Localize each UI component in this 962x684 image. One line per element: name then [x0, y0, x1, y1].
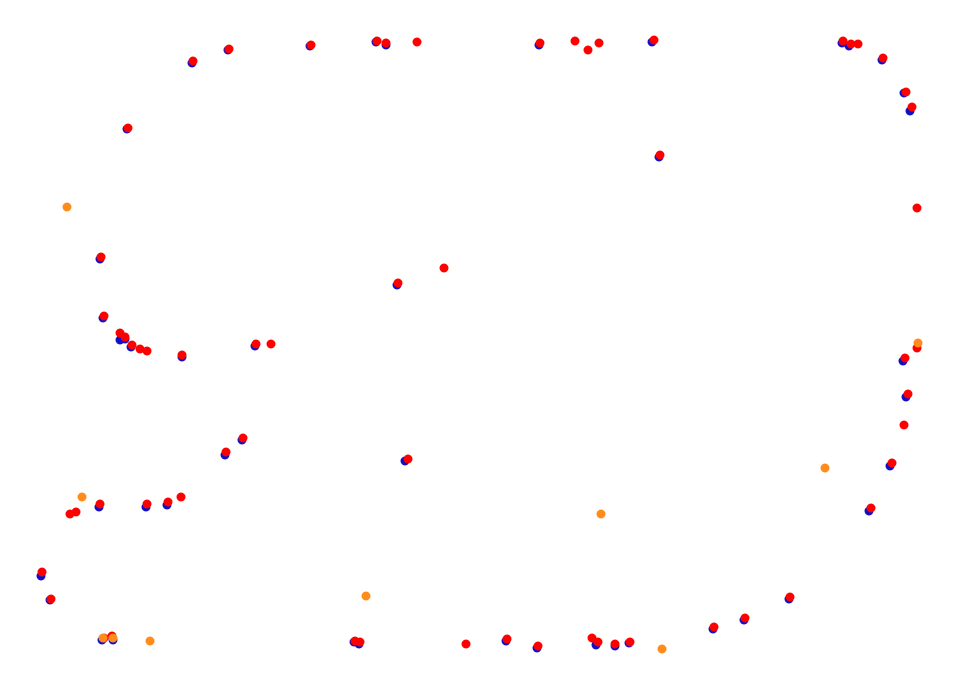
point	[846, 39, 856, 49]
point	[649, 35, 659, 45]
point	[853, 39, 863, 49]
point	[142, 499, 152, 509]
point	[596, 509, 606, 519]
point	[37, 567, 47, 577]
point	[403, 454, 413, 464]
point	[238, 433, 248, 443]
point	[533, 641, 543, 651]
point	[224, 44, 234, 54]
point	[583, 45, 593, 55]
point	[820, 463, 830, 473]
point	[120, 332, 130, 342]
point	[866, 503, 876, 513]
point	[838, 36, 848, 46]
point	[901, 87, 911, 97]
point	[907, 102, 917, 112]
point	[46, 594, 56, 604]
point	[570, 36, 580, 46]
point	[95, 499, 105, 509]
point	[740, 613, 750, 623]
point	[77, 492, 87, 502]
point	[96, 252, 106, 262]
point	[502, 634, 512, 644]
point	[306, 40, 316, 50]
point	[900, 353, 910, 363]
point	[461, 639, 471, 649]
point	[99, 311, 109, 321]
point	[913, 338, 923, 348]
point	[251, 339, 261, 349]
point	[176, 492, 186, 502]
point	[221, 447, 231, 457]
point	[381, 38, 391, 48]
point	[610, 639, 620, 649]
point	[145, 636, 155, 646]
point	[785, 592, 795, 602]
point	[163, 497, 173, 507]
point	[655, 150, 665, 160]
point	[98, 633, 108, 643]
point	[393, 278, 403, 288]
point	[535, 38, 545, 48]
point	[657, 644, 667, 654]
point	[412, 37, 422, 47]
point	[878, 53, 888, 63]
point	[62, 202, 72, 212]
point	[266, 339, 276, 349]
point	[135, 344, 145, 354]
point	[123, 123, 133, 133]
point	[127, 340, 137, 350]
point	[71, 507, 81, 517]
point	[439, 263, 449, 273]
point	[912, 203, 922, 213]
point	[177, 350, 187, 360]
point	[355, 637, 365, 647]
point	[142, 346, 152, 356]
point	[372, 36, 382, 46]
point	[593, 637, 603, 647]
point	[625, 637, 635, 647]
point	[594, 38, 604, 48]
point	[887, 458, 897, 468]
point	[188, 56, 198, 66]
point	[903, 389, 913, 399]
point	[899, 420, 909, 430]
point	[108, 633, 118, 643]
point	[709, 622, 719, 632]
point	[361, 591, 371, 601]
